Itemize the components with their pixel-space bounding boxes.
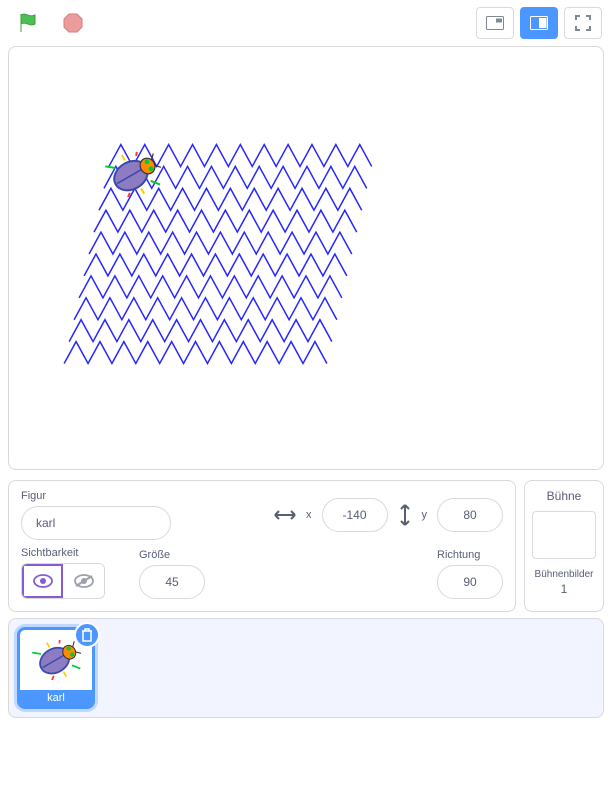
- run-controls: [10, 7, 92, 39]
- hide-button[interactable]: [63, 564, 104, 598]
- stage[interactable]: [8, 46, 604, 470]
- delete-sprite-icon[interactable]: [74, 622, 100, 648]
- stage-title: Bühne: [547, 489, 582, 503]
- direction-input[interactable]: 90: [437, 565, 503, 599]
- backdrops-count: 1: [561, 582, 568, 596]
- sprite-on-stage-karl[interactable]: [105, 152, 161, 202]
- y-arrows-icon: [398, 504, 412, 526]
- view-controls: [476, 7, 602, 39]
- large-stage-button[interactable]: [520, 7, 558, 39]
- green-flag-button[interactable]: [10, 7, 48, 39]
- visibility-label: Sichtbarkeit: [21, 547, 105, 559]
- backdrops-label: Bühnenbilder: [535, 569, 594, 580]
- y-label: y: [422, 509, 428, 521]
- pen-drawing: [9, 47, 603, 469]
- sprite-list: karl: [8, 618, 604, 718]
- fullscreen-button[interactable]: [564, 7, 602, 39]
- x-arrows-icon: [274, 508, 296, 522]
- sprite-thumbnail: [32, 630, 81, 690]
- stop-button[interactable]: [54, 7, 92, 39]
- size-input[interactable]: 45: [139, 565, 205, 599]
- sprite-info-panel: Figur karl x -140 y 80 Sichtbarkeit: [8, 480, 516, 612]
- show-button[interactable]: [22, 564, 63, 598]
- sprite-tile-karl[interactable]: karl: [17, 627, 95, 709]
- stage-panel: Bühne Bühnenbilder 1: [524, 480, 604, 612]
- x-label: x: [306, 509, 312, 521]
- top-bar: [0, 0, 612, 46]
- direction-label: Richtung: [437, 549, 503, 561]
- small-stage-button[interactable]: [476, 7, 514, 39]
- stage-thumbnail[interactable]: [532, 511, 596, 559]
- sprite-tile-name: karl: [20, 690, 92, 706]
- sprite-name-input[interactable]: karl: [21, 506, 171, 540]
- size-label: Größe: [139, 549, 205, 561]
- x-input[interactable]: -140: [322, 498, 388, 532]
- bottom-panel: Figur karl x -140 y 80 Sichtbarkeit: [8, 480, 604, 612]
- sprite-label: Figur: [21, 490, 171, 502]
- y-input[interactable]: 80: [437, 498, 503, 532]
- visibility-toggle: [21, 563, 105, 599]
